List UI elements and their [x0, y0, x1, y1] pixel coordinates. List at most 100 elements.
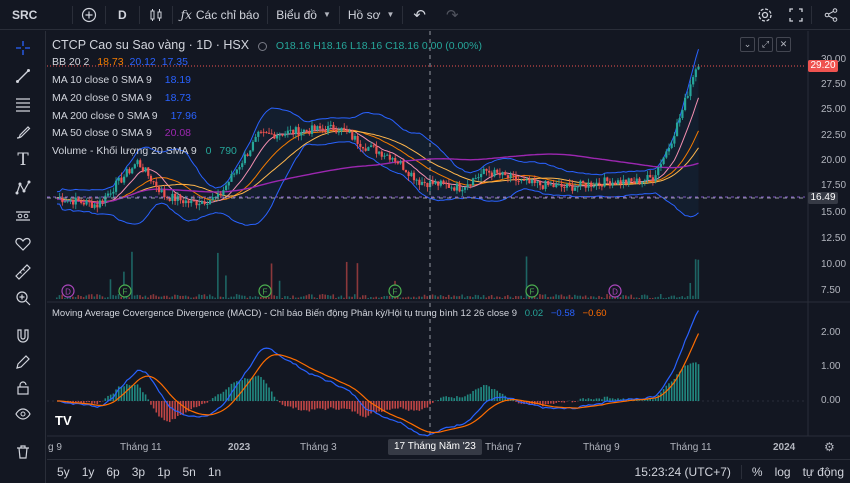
- pattern-icon[interactable]: [12, 177, 34, 199]
- volume-bar: [356, 263, 359, 299]
- magnet-icon[interactable]: [12, 325, 34, 347]
- maximize-button[interactable]: ⤢: [758, 37, 773, 52]
- ma2-legend: MA 20 close 0 SMA 9 18.73: [52, 92, 191, 104]
- volume-bar: [262, 295, 265, 299]
- volume-bar: [222, 297, 225, 299]
- trendline-icon[interactable]: [12, 65, 34, 87]
- candle-body: [493, 169, 496, 177]
- macd-histogram-bar: [450, 397, 453, 401]
- brush-icon[interactable]: [12, 121, 34, 143]
- heart-icon[interactable]: [12, 233, 34, 255]
- candle-body: [463, 187, 467, 190]
- settings-button[interactable]: [749, 0, 781, 30]
- symbol-search[interactable]: SRC: [12, 7, 38, 22]
- macd-histogram-bar: [515, 401, 517, 402]
- chevron-down-icon: ▼: [322, 10, 331, 19]
- undo-button[interactable]: ↶: [403, 0, 436, 30]
- volume-bar: [80, 296, 82, 299]
- range-button-1y[interactable]: 1y: [81, 464, 95, 479]
- fullscreen-button[interactable]: [781, 0, 811, 30]
- close-pane-button[interactable]: ✕: [776, 37, 791, 52]
- ruler-icon[interactable]: [12, 261, 34, 283]
- volume-bar: [141, 296, 144, 299]
- candle-body: [141, 167, 144, 172]
- volume-bar: [549, 296, 552, 299]
- redo-button[interactable]: ↷: [436, 0, 469, 30]
- prediction-icon[interactable]: [12, 205, 34, 227]
- compare-symbol-button[interactable]: [73, 0, 105, 30]
- axis-settings-button[interactable]: ⚙: [824, 440, 835, 454]
- volume-bar: [697, 259, 700, 299]
- plus-circle-icon: [81, 7, 97, 22]
- volume-bar: [528, 296, 531, 299]
- candle-body: [305, 129, 308, 131]
- volume-bar: [332, 294, 335, 299]
- crosshair-icon[interactable]: [12, 37, 34, 59]
- macd-histogram-bar: [402, 401, 405, 409]
- volume-bar: [568, 294, 571, 299]
- percent-toggle[interactable]: %: [751, 465, 763, 479]
- range-button-5n[interactable]: 5n: [182, 464, 196, 479]
- trash-icon[interactable]: [12, 441, 34, 463]
- zoom-in-icon[interactable]: [12, 287, 34, 309]
- volume-bar: [72, 296, 74, 299]
- volume-bar: [182, 295, 184, 299]
- chart-type-dropdown[interactable]: Biểu đồ ▼: [268, 0, 339, 30]
- volume-bar: [684, 297, 686, 299]
- volume-bar: [238, 294, 241, 299]
- range-button-1n[interactable]: 1n: [207, 464, 222, 479]
- pencil-lock-icon[interactable]: [12, 351, 34, 373]
- chart-style-button[interactable]: [140, 0, 172, 30]
- candle-body: [114, 180, 118, 192]
- fib-retracement-icon[interactable]: [12, 93, 34, 115]
- candle-body: [512, 174, 515, 176]
- candle-body: [359, 143, 362, 147]
- macd-histogram-bar: [697, 364, 700, 401]
- eye-icon[interactable]: [12, 403, 34, 425]
- volume-bar: [324, 294, 327, 299]
- candle-body: [214, 196, 217, 198]
- range-button-5y[interactable]: 5y: [57, 464, 70, 479]
- price-tick-label: 12.50: [821, 233, 847, 244]
- range-button-3p[interactable]: 3p: [131, 464, 146, 479]
- candle-body: [302, 129, 306, 133]
- collapse-button[interactable]: ⌄: [740, 37, 755, 52]
- volume-bar: [576, 295, 579, 299]
- macd-histogram-bar: [222, 391, 225, 401]
- volume-bar: [308, 294, 310, 299]
- candle-body: [235, 169, 238, 174]
- volume-bar: [214, 297, 216, 299]
- volume-bar: [233, 296, 235, 299]
- auto-toggle[interactable]: tự động: [802, 465, 844, 479]
- text-icon[interactable]: T: [17, 150, 29, 170]
- earnings-marker: [258, 284, 272, 298]
- candle-body: [496, 169, 499, 173]
- candle-body: [608, 181, 612, 186]
- candle-body: [501, 172, 504, 176]
- macd-histogram-bar: [225, 389, 227, 401]
- volume-bar: [364, 295, 367, 299]
- macd-tick-label: 2.00: [821, 327, 841, 338]
- lock-icon[interactable]: [12, 377, 34, 399]
- macd-histogram-bar: [99, 401, 101, 403]
- profile-dropdown[interactable]: Hồ sơ ▼: [340, 0, 402, 30]
- macd-histogram-bar: [297, 401, 300, 411]
- clock[interactable]: 15:23:24 (UTC+7): [634, 465, 731, 479]
- volume-bar: [630, 294, 633, 299]
- macd-histogram-bar: [429, 401, 431, 405]
- candle-body: [555, 184, 558, 188]
- log-toggle[interactable]: log: [774, 465, 791, 479]
- range-button-6p[interactable]: 6p: [106, 464, 120, 479]
- visibility-toggle[interactable]: [258, 41, 267, 51]
- volume-bar: [412, 296, 415, 299]
- macd-histogram-bar: [525, 401, 528, 404]
- macd-histogram-bar: [150, 401, 152, 405]
- divider: [402, 5, 404, 24]
- indicators-button[interactable]: ƒx Các chỉ báo: [173, 0, 268, 30]
- share-button[interactable]: [812, 0, 850, 30]
- range-button-1p[interactable]: 1p: [157, 464, 171, 479]
- volume-bar: [61, 294, 63, 299]
- interval-button[interactable]: D: [118, 7, 127, 22]
